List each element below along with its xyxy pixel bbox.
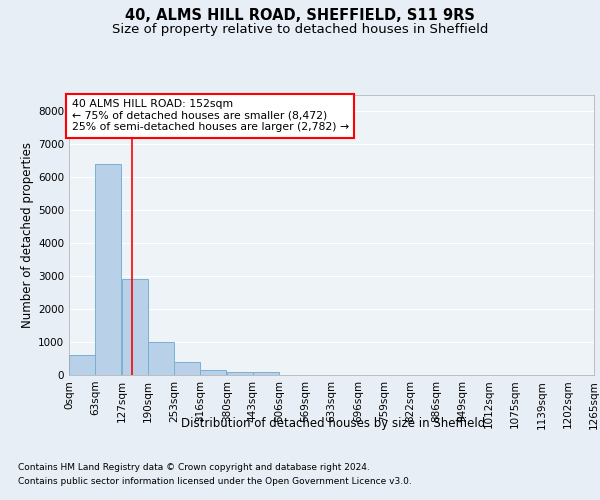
- Y-axis label: Number of detached properties: Number of detached properties: [21, 142, 34, 328]
- Bar: [69, 355, 95, 375]
- Bar: [227, 372, 253, 375]
- Bar: [200, 370, 226, 375]
- Bar: [253, 372, 279, 375]
- Text: Size of property relative to detached houses in Sheffield: Size of property relative to detached ho…: [112, 22, 488, 36]
- Text: Contains HM Land Registry data © Crown copyright and database right 2024.: Contains HM Land Registry data © Crown c…: [18, 462, 370, 471]
- Bar: [122, 280, 148, 375]
- Text: Contains public sector information licensed under the Open Government Licence v3: Contains public sector information licen…: [18, 478, 412, 486]
- Text: 40 ALMS HILL ROAD: 152sqm
← 75% of detached houses are smaller (8,472)
25% of se: 40 ALMS HILL ROAD: 152sqm ← 75% of detac…: [71, 99, 349, 132]
- Bar: [95, 164, 121, 375]
- Text: Distribution of detached houses by size in Sheffield: Distribution of detached houses by size …: [181, 418, 485, 430]
- Bar: [174, 362, 200, 375]
- Text: 40, ALMS HILL ROAD, SHEFFIELD, S11 9RS: 40, ALMS HILL ROAD, SHEFFIELD, S11 9RS: [125, 8, 475, 22]
- Bar: [148, 342, 174, 375]
